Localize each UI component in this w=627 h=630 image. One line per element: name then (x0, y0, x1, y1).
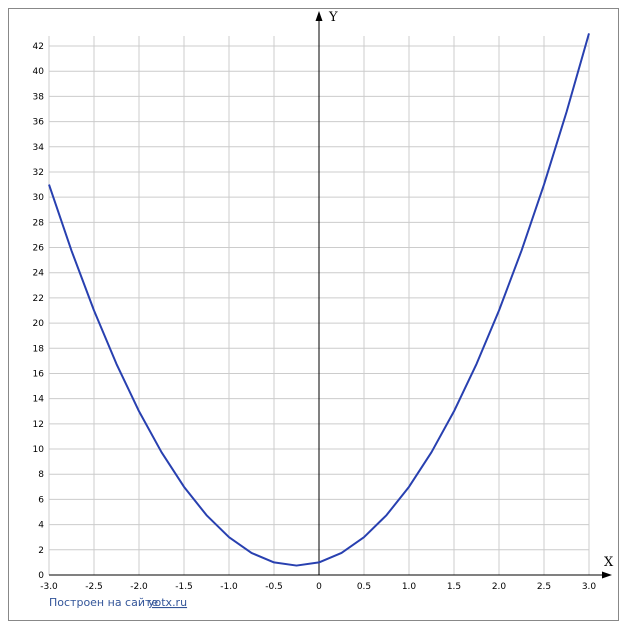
y-tick-label: 32 (33, 168, 44, 178)
x-tick-label: -3.0 (40, 582, 58, 592)
y-tick-label: 8 (38, 470, 44, 480)
y-tick-label: 42 (33, 42, 44, 52)
y-tick-label: 24 (33, 269, 45, 279)
y-tick-label: 38 (33, 92, 45, 102)
y-axis-label: Y (328, 10, 338, 25)
x-tick-label: -2.5 (85, 582, 103, 592)
y-tick-label: 18 (33, 344, 45, 354)
x-axis-label: X (604, 555, 614, 570)
curve (48, 33, 590, 567)
y-tick-label: 4 (38, 521, 44, 531)
x-tick-label: -2.0 (130, 582, 148, 592)
x-tick-label: -1.0 (220, 582, 238, 592)
frame (8, 8, 619, 621)
y-tick-label: 34 (33, 143, 45, 153)
y-tick-label: 28 (33, 218, 45, 228)
y-tick-label: 40 (33, 67, 45, 77)
y-axis-arrow (315, 11, 323, 21)
x-tick-label: 1.5 (447, 582, 461, 592)
x-tick-label: 1.0 (402, 582, 417, 592)
y-tick-label: 36 (33, 118, 45, 128)
y-tick-label: 0 (38, 571, 44, 581)
y-tick-label: 30 (33, 193, 45, 203)
y-tick-label: 12 (33, 420, 44, 430)
y-tick-label: 22 (33, 294, 44, 304)
x-tick-label: 3.0 (582, 582, 597, 592)
x-tick-label: 0 (316, 582, 322, 592)
footer-link[interactable]: yotx.ru (148, 596, 187, 609)
x-tick-label: -0.5 (265, 582, 283, 592)
y-tick-label: 2 (38, 546, 44, 556)
y-tick-label: 6 (38, 495, 44, 505)
y-tick-label: 20 (33, 319, 45, 329)
x-tick-label: -1.5 (175, 582, 193, 592)
footer-text: Построен на сайте (49, 596, 158, 609)
y-tick-label: 26 (33, 244, 45, 254)
x-axis-arrow (602, 571, 612, 579)
x-tick-label: 2.5 (537, 582, 551, 592)
y-tick-label: 16 (33, 369, 45, 379)
x-tick-label: 0.5 (357, 582, 371, 592)
y-tick-label: 14 (33, 395, 45, 405)
x-tick-label: 2.0 (492, 582, 507, 592)
y-tick-label: 10 (33, 445, 45, 455)
